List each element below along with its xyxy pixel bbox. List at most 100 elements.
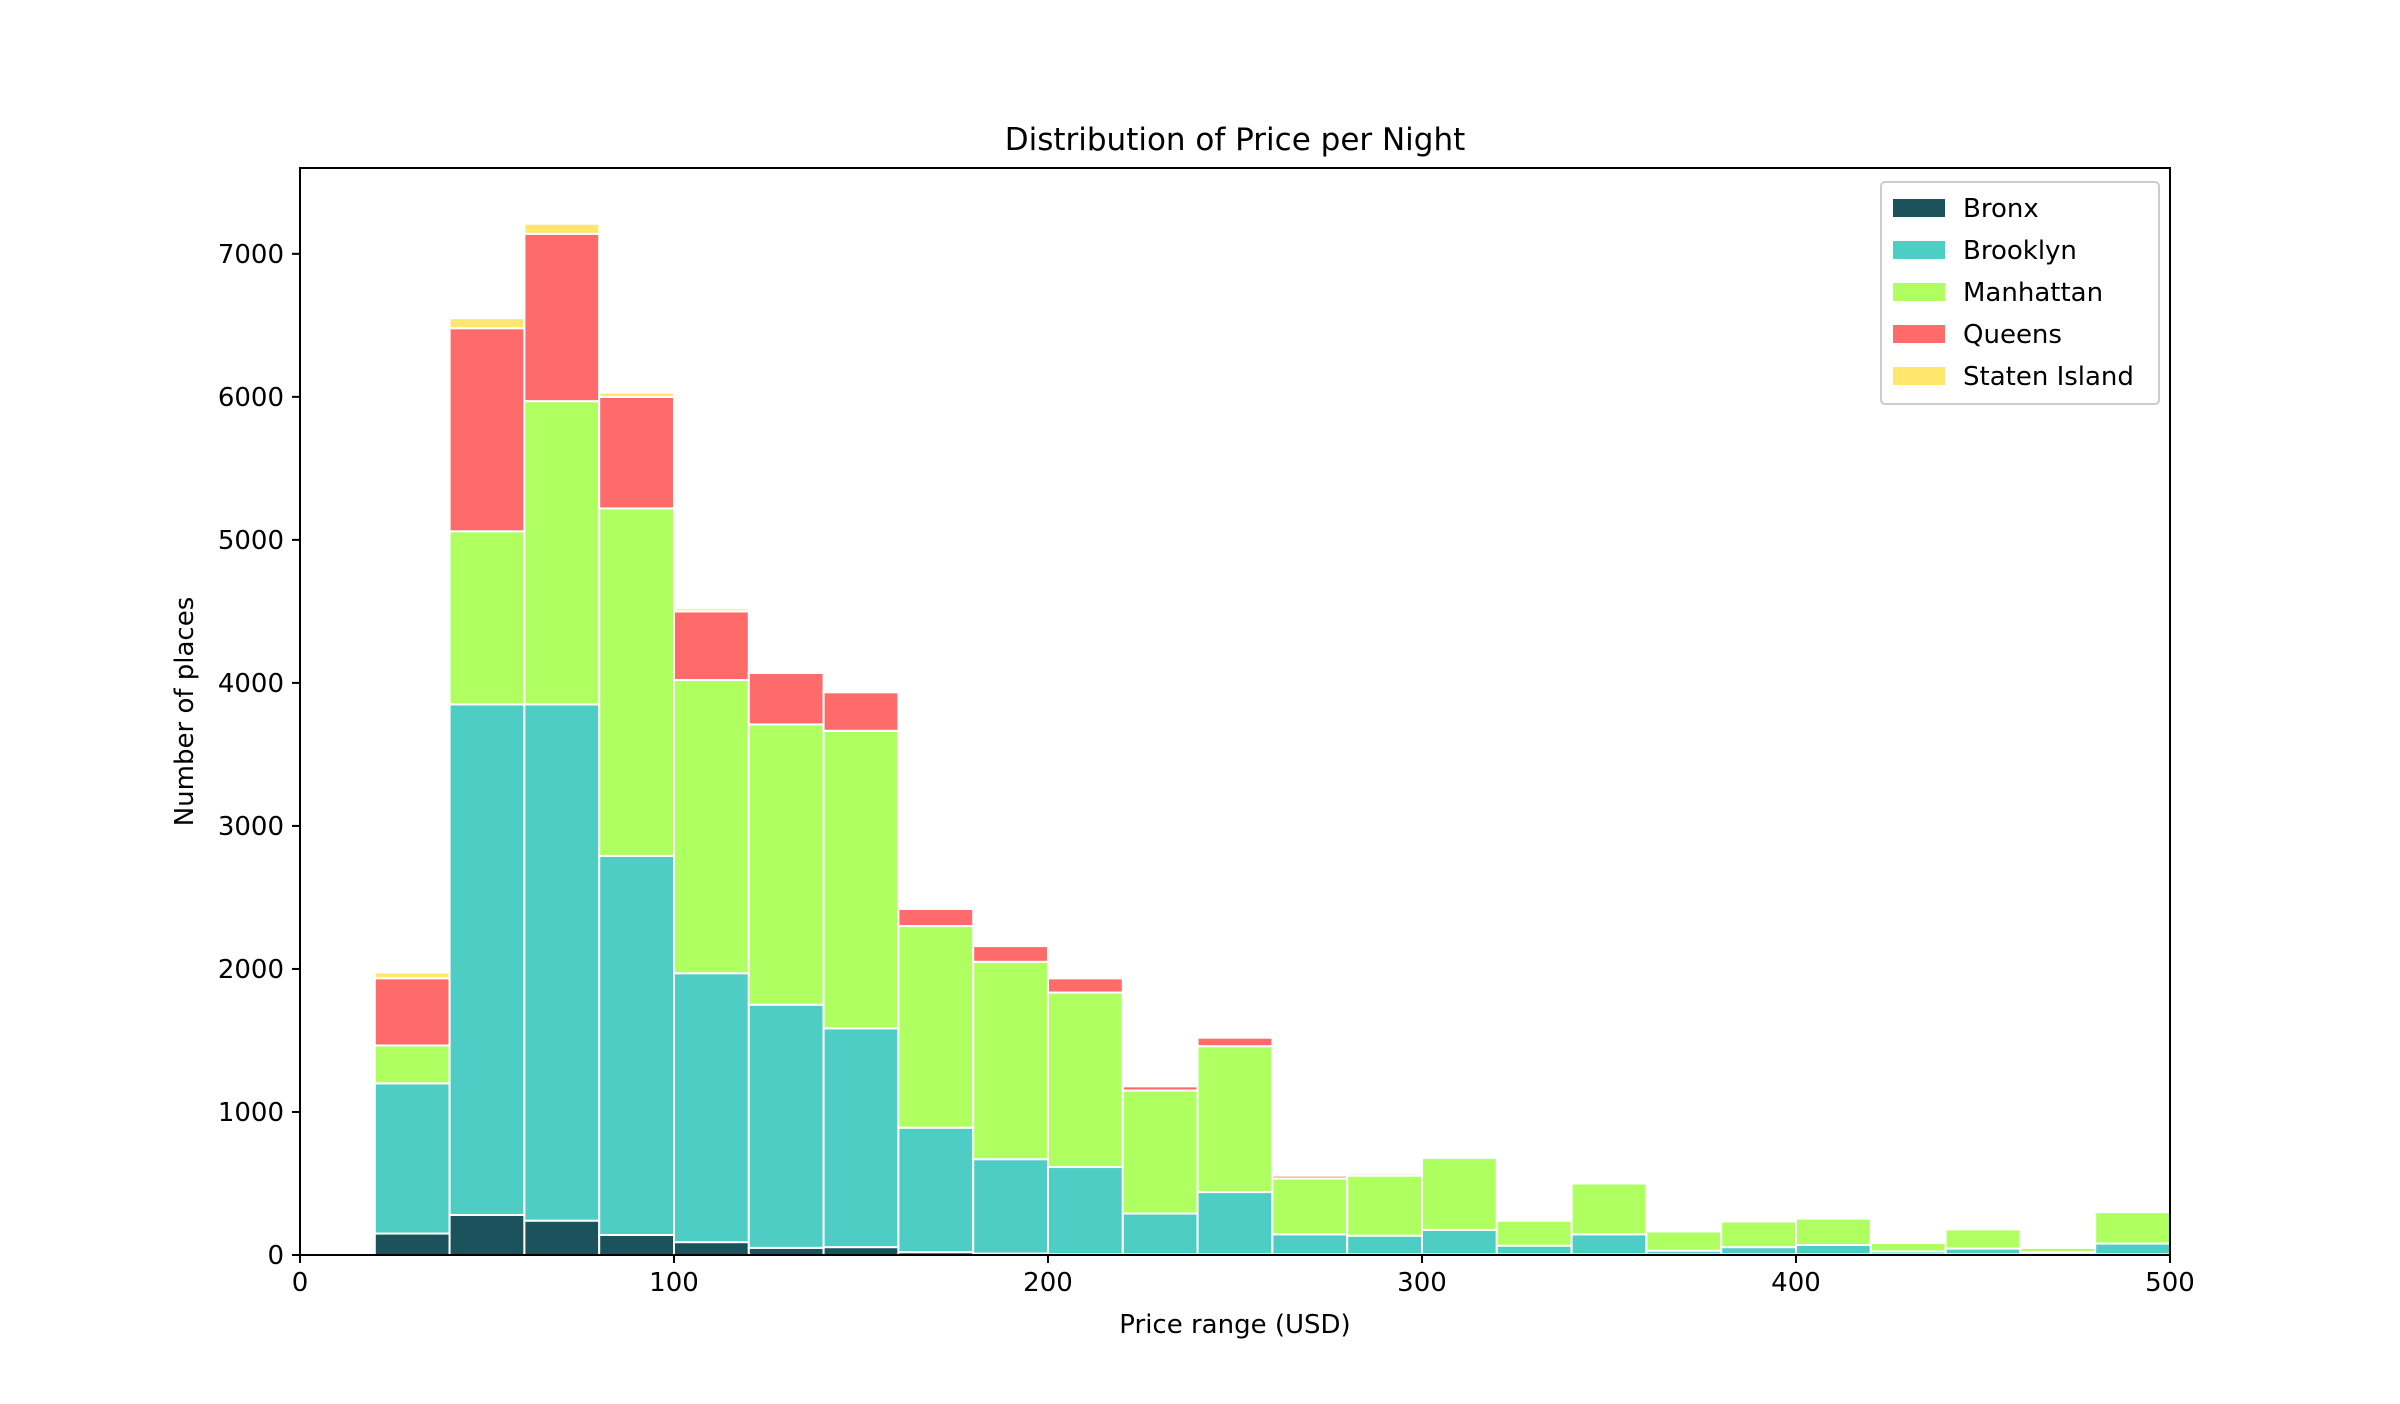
x-tick-label: 100 (649, 1268, 699, 1298)
bar-staten-island-bin-4 (673, 607, 750, 613)
y-tick-label: 6000 (218, 383, 284, 413)
bar-brooklyn-bin-5 (747, 1003, 825, 1249)
ticks-layer: 0 100 200 300 400 500010002000300040005000600… (218, 240, 2195, 1298)
bar-manhattan-bin-14 (1421, 1156, 1498, 1231)
bar-brooklyn-bin-11 (1196, 1191, 1274, 1256)
bar-queens-bin-3 (598, 395, 676, 510)
bar-staten-island-bin-11 (1196, 1035, 1274, 1039)
bar-manhattan-bin-13 (1346, 1174, 1423, 1237)
bar-staten-island-bin-9 (1047, 976, 1124, 980)
bar-queens-bin-1 (448, 327, 526, 533)
bar-staten-island-bin-3 (598, 391, 676, 398)
bar-manhattan-bin-9 (1047, 991, 1124, 1169)
bar-bronx-bin-2 (523, 1219, 601, 1257)
bar-staten-island-bin-20 (1869, 1240, 1947, 1244)
bar-manhattan-bin-17 (1645, 1230, 1723, 1252)
bar-manhattan-bin-0 (373, 1044, 451, 1085)
bar-manhattan-bin-21 (1944, 1228, 2022, 1250)
bar-queens-bin-6 (822, 691, 900, 732)
bar-staten-island-bin-16 (1570, 1181, 1648, 1184)
bar-manhattan-bin-16 (1570, 1182, 1648, 1236)
y-tick-label: 0 (267, 1241, 284, 1271)
bar-bronx-bin-1 (448, 1213, 526, 1257)
bar-brooklyn-bin-4 (673, 972, 750, 1244)
bar-staten-island-bin-7 (897, 907, 975, 910)
bar-brooklyn-bin-10 (1121, 1212, 1199, 1256)
plot-frame (299, 167, 2171, 1256)
bar-queens-bin-9 (1047, 977, 1124, 994)
bar-manhattan-bin-19 (1795, 1217, 1872, 1246)
bar-manhattan-bin-2 (523, 400, 601, 706)
bar-staten-island-bin-15 (1495, 1218, 1573, 1221)
bar-manhattan-bin-10 (1121, 1089, 1199, 1215)
bar-bronx-bin-5 (747, 1246, 825, 1256)
bar-manhattan-bin-8 (972, 960, 1050, 1161)
y-tick-label: 3000 (218, 812, 284, 842)
bar-manhattan-bin-20 (1869, 1241, 1947, 1253)
bar-staten-island-bin-5 (747, 670, 825, 674)
legend-swatch-staten-island (1893, 367, 1945, 385)
bar-manhattan-bin-11 (1196, 1045, 1274, 1194)
bar-queens-bin-7 (897, 907, 975, 928)
bars-layer (373, 222, 2171, 1257)
x-tick-label: 400 (1771, 1268, 1821, 1298)
bar-manhattan-bin-4 (673, 679, 750, 975)
x-tick-label: 0 (292, 1268, 309, 1298)
bar-brooklyn-bin-18 (1720, 1246, 1797, 1256)
bar-brooklyn-bin-15 (1495, 1244, 1573, 1256)
legend-swatch-bronx (1893, 199, 1945, 217)
bar-staten-island-bin-23 (2094, 1209, 2171, 1213)
bar-brooklyn-bin-0 (373, 1082, 451, 1235)
bar-brooklyn-bin-6 (822, 1027, 900, 1249)
y-tick-label: 7000 (218, 240, 284, 270)
x-tick-label: 300 (1397, 1268, 1447, 1298)
bar-queens-bin-2 (523, 232, 601, 403)
bar-staten-island-bin-1 (448, 317, 526, 330)
bar-manhattan-bin-12 (1271, 1177, 1349, 1236)
legend-label: Manhattan (1963, 278, 2103, 308)
bar-staten-island-bin-19 (1795, 1216, 1872, 1219)
bar-manhattan-bin-23 (2094, 1211, 2171, 1245)
y-tick-label: 2000 (218, 955, 284, 985)
bar-staten-island-bin-22 (2019, 1245, 2097, 1249)
legend-label: Staten Island (1963, 362, 2134, 392)
bar-bronx-bin-4 (673, 1241, 750, 1257)
bar-staten-island-bin-0 (373, 971, 451, 980)
bar-brooklyn-bin-23 (2094, 1242, 2171, 1256)
bar-brooklyn-bin-3 (598, 854, 676, 1236)
bar-brooklyn-bin-7 (897, 1126, 975, 1254)
bar-staten-island-bin-17 (1645, 1228, 1723, 1232)
x-tick-label: 200 (1023, 1268, 1073, 1298)
legend-box (1880, 181, 2160, 405)
legend-swatch-brooklyn (1893, 241, 1945, 259)
y-tick-label: 4000 (218, 669, 284, 699)
bar-staten-island-bin-8 (972, 944, 1050, 948)
bar-manhattan-bin-7 (897, 925, 975, 1129)
bar-staten-island-bin-18 (1720, 1218, 1797, 1222)
legend: Bronx Brooklyn Manhattan Queens Staten Islan… (1880, 181, 2160, 405)
legend-label: Bronx (1963, 194, 2039, 224)
legend-label: Queens (1963, 320, 2062, 350)
bar-manhattan-bin-6 (822, 729, 900, 1030)
bar-brooklyn-bin-1 (448, 703, 526, 1216)
bar-bronx-bin-0 (373, 1232, 451, 1256)
bar-manhattan-bin-15 (1495, 1219, 1573, 1247)
bar-brooklyn-bin-19 (1795, 1243, 1872, 1256)
bar-staten-island-bin-10 (1121, 1084, 1199, 1088)
bar-manhattan-bin-18 (1720, 1220, 1797, 1249)
bar-brooklyn-bin-8 (972, 1158, 1050, 1255)
bar-queens-bin-11 (1196, 1036, 1274, 1048)
bar-staten-island-bin-2 (523, 222, 601, 235)
bar-staten-island-bin-21 (1944, 1226, 2022, 1230)
legend-swatch-queens (1893, 325, 1945, 343)
bar-bronx-bin-6 (822, 1246, 900, 1256)
bar-brooklyn-bin-9 (1047, 1166, 1124, 1256)
bar-brooklyn-bin-2 (523, 703, 601, 1222)
bar-queens-bin-0 (373, 977, 451, 1047)
y-tick-label: 1000 (218, 1098, 284, 1128)
legend-swatch-manhattan (1893, 283, 1945, 301)
bar-staten-island-bin-12 (1271, 1173, 1349, 1177)
bar-bronx-bin-3 (598, 1233, 676, 1257)
